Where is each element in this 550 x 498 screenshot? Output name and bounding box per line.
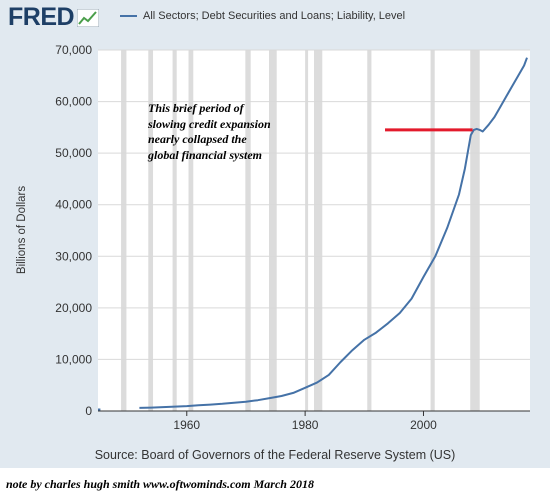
series-line: [139, 57, 528, 409]
recession-band: [314, 50, 323, 411]
recession-band: [305, 50, 309, 411]
y-tick-label: 10,000: [55, 352, 92, 366]
recession-band: [172, 50, 177, 411]
recession-band: [188, 50, 194, 411]
fred-logo: FRED: [8, 3, 100, 31]
legend-swatch: [120, 15, 137, 17]
legend-label: All Sectors; Debt Securities and Loans; …: [143, 10, 406, 22]
annotation-line: This brief period of: [148, 101, 244, 115]
source-text: Source: Board of Governors of the Federa…: [94, 448, 456, 462]
fred-logo-text: FRED: [8, 3, 75, 31]
recession-band: [245, 50, 251, 411]
x-tick-label: 1960: [173, 418, 200, 432]
recession-band: [470, 50, 480, 411]
y-tick-label: 30,000: [55, 249, 92, 263]
recession-band: [121, 50, 127, 411]
x-tick-label: 1980: [292, 418, 319, 432]
y-tick-label: 60,000: [55, 95, 92, 109]
trend-line-icon: [77, 9, 100, 27]
annotation-line: nearly collapsed the: [148, 132, 247, 146]
chart-legend: All Sectors; Debt Securities and Loans; …: [120, 10, 405, 22]
y-tick-label: 40,000: [55, 198, 92, 212]
chart-annotation: This brief period of slowing credit expan…: [148, 101, 288, 163]
recession-band: [430, 50, 435, 411]
recession-band: [367, 50, 372, 411]
y-tick-label: 50,000: [55, 146, 92, 160]
x-tick-label: 2000: [410, 418, 437, 432]
recession-band: [269, 50, 277, 411]
y-tick-label: 0: [85, 404, 92, 418]
annotation-line: global financial system: [148, 147, 262, 162]
annotation-line: slowing credit expansion: [148, 116, 271, 131]
author-note: note by charles hugh smith www.oftwomind…: [6, 477, 314, 491]
y-tick-label: 70,000: [55, 43, 92, 57]
y-tick-label: 20,000: [55, 301, 92, 315]
recession-band: [148, 50, 154, 411]
chart-plot: 0 10,000 20,000 30,000 40,000 50,000 60,000 70,…: [55, 43, 530, 432]
